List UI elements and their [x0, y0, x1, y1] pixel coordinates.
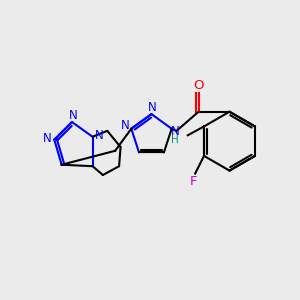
Text: H: H [171, 135, 179, 145]
Text: N: N [95, 129, 103, 142]
Text: N: N [121, 119, 129, 132]
Text: N: N [148, 101, 157, 114]
Text: N: N [43, 132, 51, 145]
Text: O: O [193, 79, 204, 92]
Text: F: F [190, 175, 197, 188]
Text: N: N [171, 125, 179, 138]
Text: N: N [68, 109, 77, 122]
